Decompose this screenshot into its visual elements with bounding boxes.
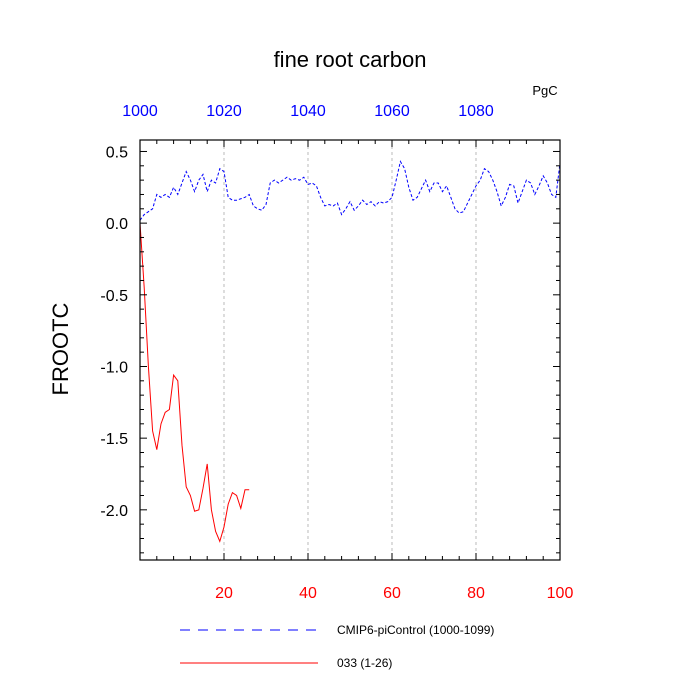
x-top-tick-label: 1020 [206, 103, 242, 120]
plot-frame [139, 139, 561, 561]
axes: 0.5 0.0 -0.5 -1.0 -1.5 -2.0 20 40 60 80 100 1000 102… [100, 103, 573, 602]
units-label: PgC [532, 83, 557, 98]
y-tick-label: 0.5 [106, 144, 128, 161]
x-top-tick-label: 1040 [290, 103, 326, 120]
x-top-tick-label: 1000 [122, 103, 158, 120]
vertical-gridlines [223, 140, 477, 560]
y-tick-label: -1.5 [100, 431, 128, 448]
x-bottom-tick-label: 40 [299, 585, 317, 602]
legend-label-1: 033 (1-26) [337, 656, 392, 670]
legend-label-0: CMIP6-piControl (1000-1099) [337, 623, 494, 637]
legend: CMIP6-piControl (1000-1099) 033 (1-26) [180, 623, 494, 670]
series-line-1 [139, 223, 250, 543]
y-tick-label: -1.0 [100, 359, 128, 376]
y-tick-label: -0.5 [100, 288, 128, 305]
x-bottom-tick-label: 20 [215, 585, 233, 602]
x-bottom-tick-label: 60 [383, 585, 401, 602]
x-top-tick-label: 1080 [458, 103, 494, 120]
x-bottom-tick-label: 80 [467, 585, 485, 602]
chart-title: fine root carbon [274, 47, 427, 72]
y-axis-label: FROOTC [48, 302, 73, 395]
x-top-tick-label: 1060 [374, 103, 410, 120]
y-tick-label: 0.0 [106, 216, 128, 233]
series-line-0 [139, 160, 561, 221]
y-tick-label: -2.0 [100, 503, 128, 520]
series-layer [139, 160, 561, 543]
x-bottom-tick-label: 100 [547, 585, 574, 602]
